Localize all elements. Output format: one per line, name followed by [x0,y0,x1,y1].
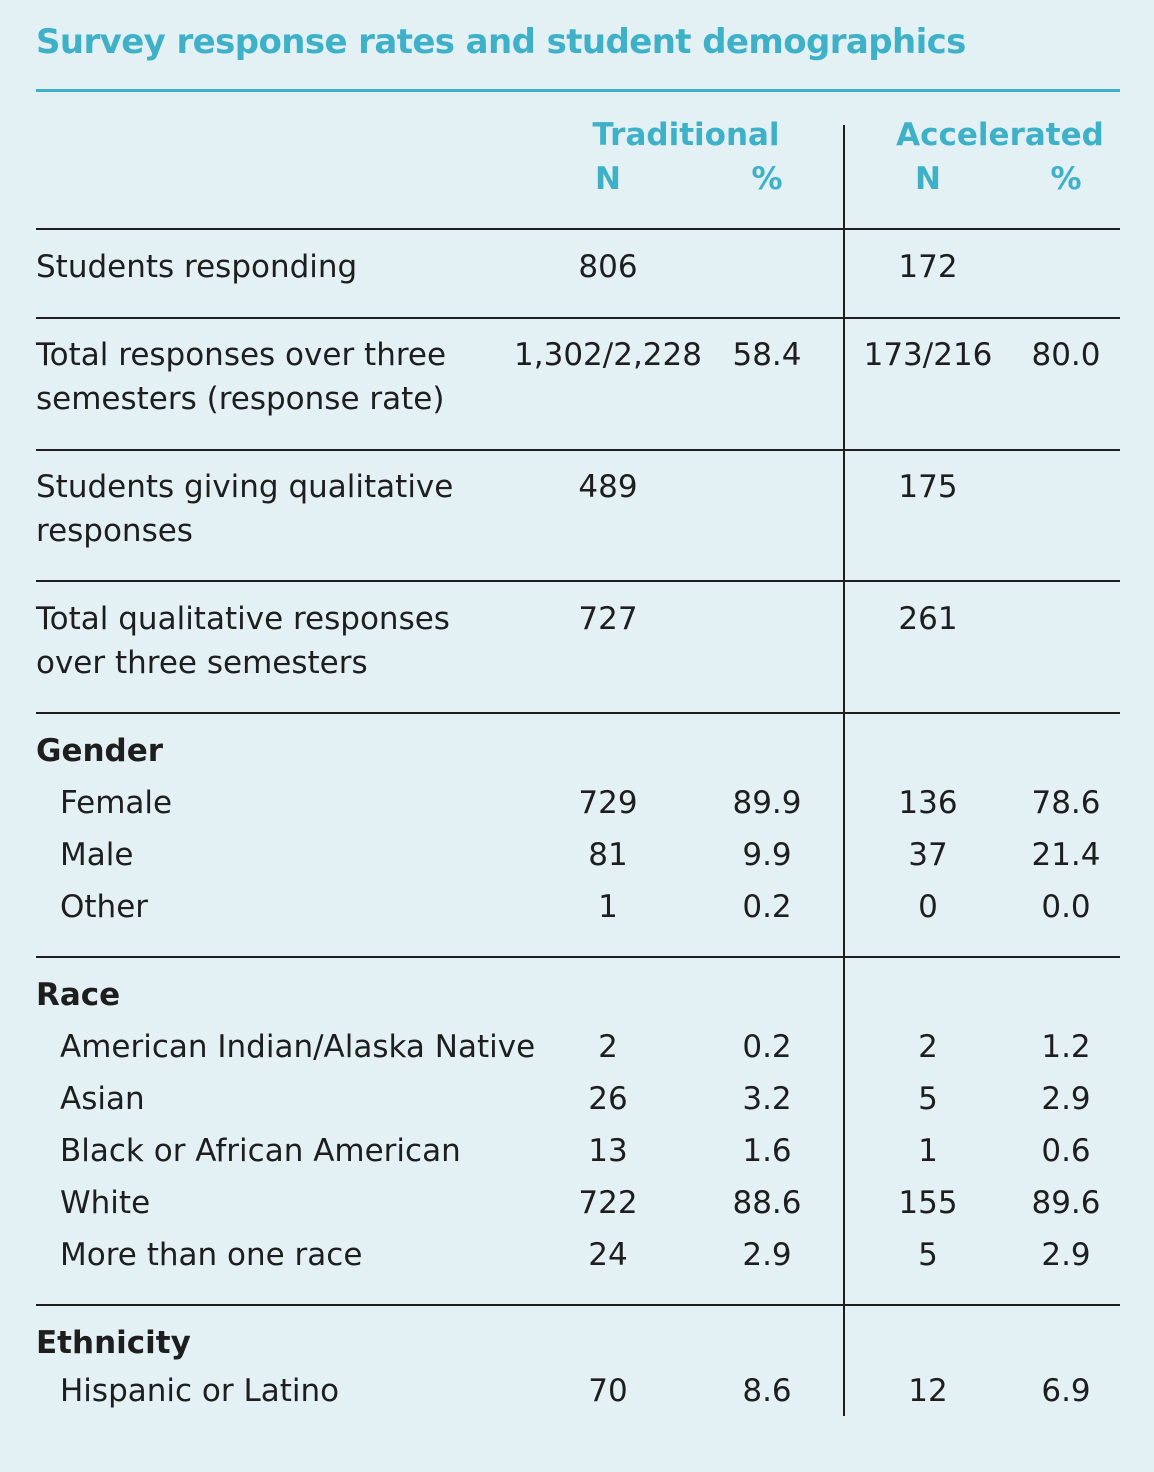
row-rule [36,956,1120,958]
row-label: American Indian/Alaska Native [60,1029,536,1065]
row-rule [36,1304,1120,1306]
accelerated-pct: 2.9 [1041,1237,1091,1273]
row-label: Total responses over three [36,337,447,373]
row-label: Black or African American [60,1133,461,1169]
traditional-n: 1 [598,889,618,925]
traditional-n: 70 [588,1373,628,1409]
accelerated-n: 12 [908,1373,948,1409]
row-rule [36,228,1120,230]
accelerated-pct: 1.2 [1041,1029,1091,1065]
accelerated-n: 136 [898,785,958,821]
header-traditional-n: N [595,161,621,197]
column-divider [843,125,845,1416]
traditional-n: 806 [578,249,638,285]
traditional-n: 26 [588,1081,628,1117]
section-heading: Gender [36,733,164,769]
header-accelerated-pct: % [1050,161,1082,197]
accelerated-n: 172 [898,249,958,285]
accelerated-n: 2 [918,1029,938,1065]
traditional-pct: 9.9 [742,837,792,873]
traditional-n: 1,302/2,228 [514,337,702,373]
header-traditional: Traditional [592,117,780,153]
row-label-line2: semesters (response rate) [36,381,445,417]
traditional-n: 722 [578,1185,638,1221]
row-label-line2: responses [36,513,193,549]
table-title: Survey response rates and student demogr… [36,22,966,62]
accelerated-pct: 89.6 [1031,1185,1101,1221]
traditional-pct: 2.9 [742,1237,792,1273]
row-label: Hispanic or Latino [60,1373,340,1409]
row-label: White [60,1185,151,1221]
row-label: More than one race [60,1237,363,1273]
section-heading: Race [36,977,121,1013]
row-label: Total qualitative responses [36,601,450,637]
accelerated-n: 155 [898,1185,958,1221]
title-rule [36,89,1120,92]
traditional-pct: 3.2 [742,1081,792,1117]
row-rule [36,449,1120,451]
row-label: Male [60,837,134,873]
accelerated-pct: 78.6 [1031,785,1101,821]
accelerated-n: 0 [918,889,938,925]
row-rule [36,317,1120,319]
row-rule [36,580,1120,582]
traditional-pct: 88.6 [732,1185,802,1221]
accelerated-pct: 21.4 [1031,837,1101,873]
header-accelerated: Accelerated [896,117,1104,153]
row-label: Other [60,889,149,925]
accelerated-n: 261 [898,601,958,637]
accelerated-pct: 0.6 [1041,1133,1091,1169]
accelerated-pct: 0.0 [1041,889,1091,925]
traditional-n: 727 [578,601,638,637]
traditional-n: 489 [578,469,638,505]
section-heading: Ethnicity [36,1325,191,1361]
header-traditional-pct: % [751,161,783,197]
row-label: Students responding [36,249,358,285]
row-label: Female [60,785,173,821]
row-label: Asian [60,1081,145,1117]
traditional-pct: 58.4 [732,337,802,373]
accelerated-n: 1 [918,1133,938,1169]
row-label-line2: over three semesters [36,645,368,681]
accelerated-pct: 2.9 [1041,1081,1091,1117]
traditional-n: 729 [578,785,638,821]
traditional-n: 24 [588,1237,628,1273]
row-label: Students giving qualitative [36,469,454,505]
accelerated-n: 37 [908,837,948,873]
accelerated-n: 173/216 [863,337,993,373]
traditional-pct: 8.6 [742,1373,792,1409]
header-accelerated-n: N [915,161,941,197]
accelerated-n: 5 [918,1237,938,1273]
traditional-pct: 0.2 [742,889,792,925]
row-rule [36,712,1120,714]
accelerated-pct: 6.9 [1041,1373,1091,1409]
traditional-n: 2 [598,1029,618,1065]
traditional-pct: 89.9 [732,785,802,821]
traditional-pct: 1.6 [742,1133,792,1169]
accelerated-n: 5 [918,1081,938,1117]
traditional-n: 13 [588,1133,628,1169]
accelerated-pct: 80.0 [1031,337,1101,373]
traditional-n: 81 [588,837,628,873]
traditional-pct: 0.2 [742,1029,792,1065]
accelerated-n: 175 [898,469,958,505]
